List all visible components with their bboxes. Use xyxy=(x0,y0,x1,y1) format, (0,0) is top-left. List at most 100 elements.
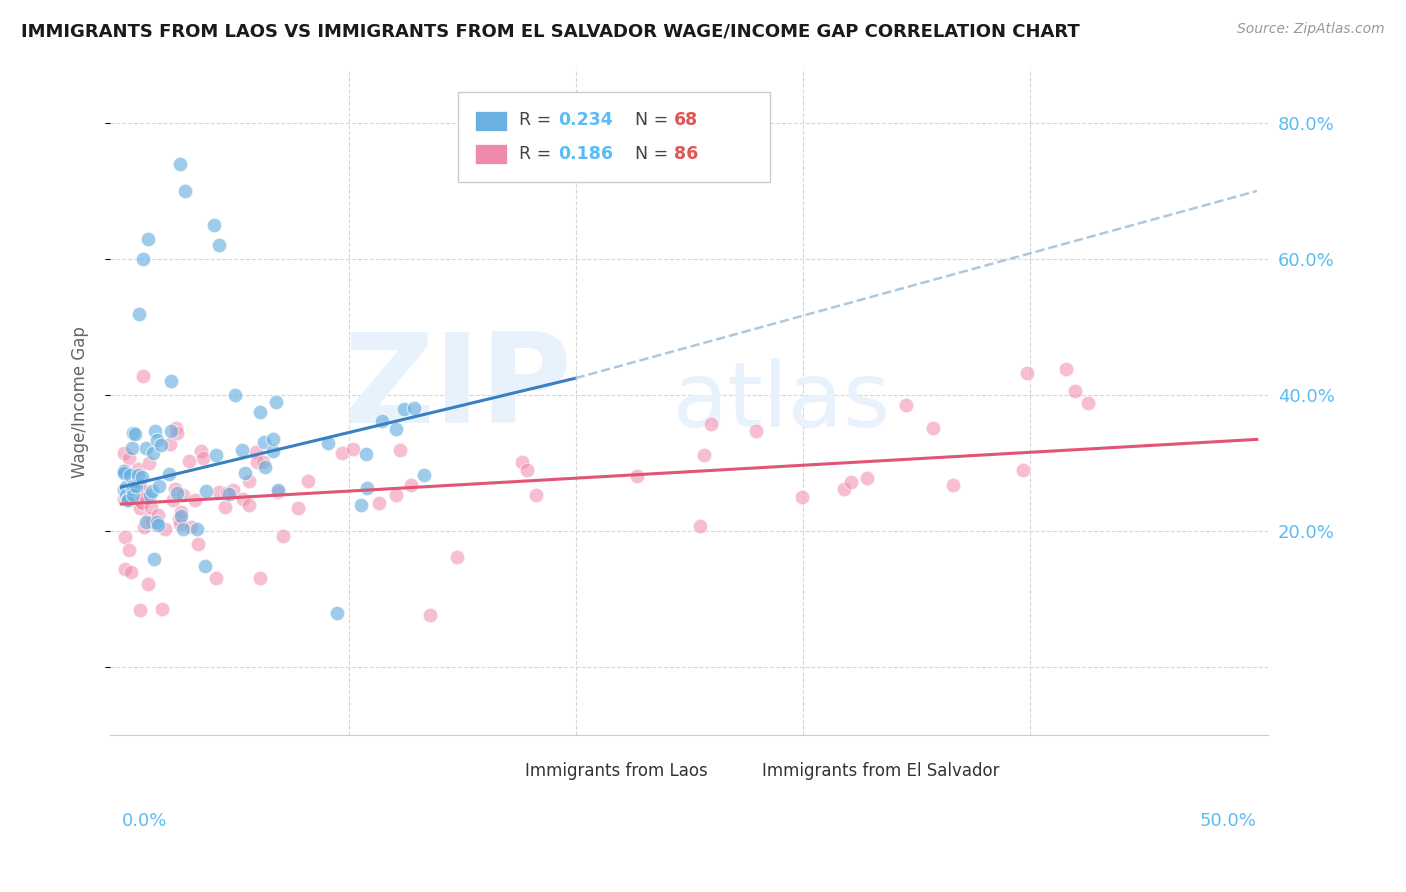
Point xyxy=(922,421,945,435)
Point xyxy=(112,446,135,460)
Point xyxy=(129,490,152,504)
Point xyxy=(330,446,353,460)
Point xyxy=(112,464,135,478)
Text: 0.186: 0.186 xyxy=(558,145,613,163)
Point xyxy=(150,601,173,615)
Point xyxy=(141,516,163,530)
Point xyxy=(112,466,135,480)
Point xyxy=(179,453,201,467)
Point xyxy=(1063,384,1085,398)
Point xyxy=(145,424,167,438)
Point xyxy=(135,491,157,505)
Point xyxy=(1011,463,1033,477)
Point xyxy=(146,433,169,447)
Point xyxy=(128,496,150,510)
Point xyxy=(1077,395,1099,409)
Point xyxy=(142,446,165,460)
Point xyxy=(163,482,186,496)
Point xyxy=(267,483,290,497)
Point xyxy=(121,442,143,456)
Point xyxy=(129,495,152,509)
Point xyxy=(202,218,225,232)
Point xyxy=(350,498,373,512)
Point xyxy=(194,484,217,499)
Point xyxy=(267,485,290,500)
Point xyxy=(264,395,287,409)
Point xyxy=(136,577,159,591)
Text: 0.0%: 0.0% xyxy=(121,812,167,830)
Point xyxy=(1054,362,1077,376)
Point xyxy=(208,238,231,252)
Point xyxy=(186,522,208,536)
Point xyxy=(112,464,135,478)
Point xyxy=(626,469,648,483)
Point xyxy=(1015,366,1038,380)
Point xyxy=(744,425,766,439)
Point xyxy=(169,516,191,531)
Point xyxy=(233,466,256,480)
Point xyxy=(446,549,468,564)
Point xyxy=(689,519,711,533)
Point xyxy=(194,559,217,574)
Point xyxy=(215,486,238,500)
Text: R =: R = xyxy=(519,111,551,128)
Point xyxy=(121,479,143,493)
Point xyxy=(190,444,212,458)
Point xyxy=(839,475,862,490)
Point xyxy=(231,443,253,458)
Point xyxy=(122,488,145,502)
Point xyxy=(157,467,180,482)
Point xyxy=(510,455,533,469)
Point xyxy=(118,542,141,557)
Point xyxy=(127,468,149,483)
Point xyxy=(204,448,226,462)
Point xyxy=(145,515,167,529)
Point xyxy=(146,508,169,523)
Text: 0.234: 0.234 xyxy=(558,111,613,128)
Point xyxy=(159,437,181,451)
Point xyxy=(115,488,138,502)
Point xyxy=(128,477,150,491)
Point xyxy=(135,515,157,529)
Point xyxy=(252,455,274,469)
Bar xyxy=(492,764,517,779)
Bar xyxy=(730,764,755,779)
Point xyxy=(129,480,152,494)
Text: N =: N = xyxy=(634,111,668,128)
Point xyxy=(129,603,152,617)
Point xyxy=(170,505,193,519)
Point xyxy=(132,369,155,384)
Point xyxy=(132,520,155,534)
Point xyxy=(121,425,143,440)
Text: Immigrants from El Salvador: Immigrants from El Salvador xyxy=(762,763,1000,780)
Point xyxy=(117,492,139,507)
Point xyxy=(404,401,426,415)
Point xyxy=(693,448,716,462)
Point xyxy=(399,477,422,491)
Point xyxy=(700,417,723,431)
Point xyxy=(238,475,260,489)
Point xyxy=(112,483,135,497)
Point xyxy=(118,467,141,482)
Point xyxy=(187,536,209,550)
Point xyxy=(287,500,309,515)
Point xyxy=(214,500,236,514)
Point xyxy=(208,485,231,500)
Text: 86: 86 xyxy=(673,145,699,163)
Text: atlas: atlas xyxy=(672,358,891,446)
Text: IMMIGRANTS FROM LAOS VS IMMIGRANTS FROM EL SALVADOR WAGE/INCOME GAP CORRELATION : IMMIGRANTS FROM LAOS VS IMMIGRANTS FROM … xyxy=(21,22,1080,40)
Point xyxy=(139,500,162,515)
Point xyxy=(249,405,271,419)
Point xyxy=(238,498,260,512)
Text: 50.0%: 50.0% xyxy=(1199,812,1257,830)
Point xyxy=(115,480,138,494)
Bar xyxy=(475,144,508,164)
Point xyxy=(167,512,190,526)
Point xyxy=(125,479,148,493)
Point xyxy=(131,470,153,484)
Point xyxy=(224,388,246,402)
Point xyxy=(160,374,183,388)
Point xyxy=(205,571,228,585)
Point xyxy=(790,490,813,504)
Point xyxy=(132,252,155,266)
